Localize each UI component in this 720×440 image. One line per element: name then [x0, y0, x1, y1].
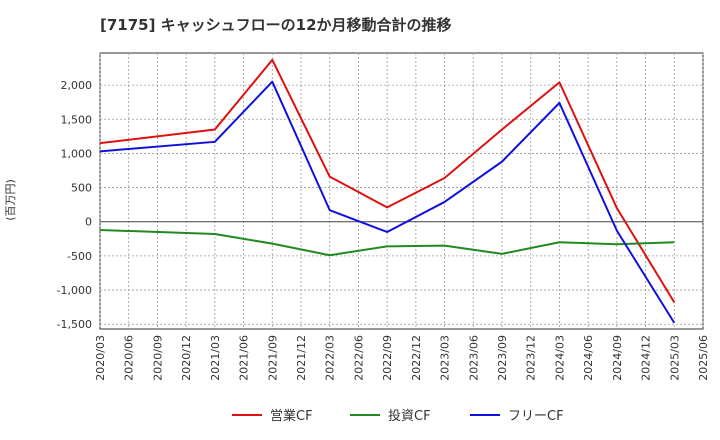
series-line	[99, 228, 675, 257]
legend: 営業CF 投資CF フリーCF	[232, 408, 564, 424]
x-tick-label: 2025/03	[668, 335, 681, 381]
x-tick-label: 2021/03	[209, 335, 222, 381]
y-tick-label: 1,000	[61, 147, 93, 160]
x-tick-label: 2021/06	[238, 335, 251, 381]
x-tick-label: 2025/06	[697, 335, 710, 381]
x-tick-label: 2022/03	[324, 335, 337, 381]
x-tick-label: 2023/06	[467, 335, 480, 381]
y-tick-label: 1,500	[61, 113, 93, 126]
legend-label: 投資CF	[388, 408, 431, 424]
plot-area	[99, 52, 704, 330]
legend-label: 営業CF	[270, 408, 313, 424]
x-tick-label: 2024/06	[582, 335, 595, 381]
series-layer	[99, 58, 676, 324]
y-tick-label: 2,000	[61, 79, 93, 92]
y-axis-label: (百万円)	[4, 179, 17, 221]
x-tick-label: 2020/12	[180, 335, 193, 381]
x-tick-label: 2022/09	[381, 335, 394, 381]
x-tick-label: 2023/09	[496, 335, 509, 381]
chart-title: [7175] キャッシュフローの12か月移動合計の推移	[100, 16, 452, 34]
x-tick-label: 2022/06	[352, 335, 365, 381]
y-tick-labels: 2,000 1,500 1,000 500 0 -500 -1,000 -1,500	[57, 79, 92, 331]
legend-label: フリーCF	[508, 409, 564, 424]
y-tick-label: -1,000	[57, 284, 92, 297]
x-tick-label: 2023/03	[439, 335, 452, 381]
x-tick-label: 2021/12	[295, 335, 308, 381]
x-tick-label: 2024/09	[611, 335, 624, 381]
x-tick-label: 2020/06	[123, 335, 136, 381]
y-tick-label: 0	[85, 216, 92, 229]
x-tick-label: 2020/09	[151, 335, 164, 381]
x-tick-label: 2024/12	[640, 335, 653, 381]
y-tick-label: 500	[71, 182, 92, 195]
series-line	[99, 80, 676, 324]
series-line	[99, 58, 676, 303]
x-tick-labels: 2020/03 2020/06 2020/09 2020/12 2021/03 2021/…	[94, 335, 710, 381]
y-tick-label: -1,500	[57, 318, 92, 331]
x-tick-label: 2020/03	[94, 335, 107, 381]
x-tick-label: 2021/09	[266, 335, 279, 381]
x-tick-label: 2023/12	[525, 335, 538, 381]
x-tick-label: 2022/12	[410, 335, 423, 381]
x-tick-label: 2024/03	[553, 335, 566, 381]
y-tick-label: -500	[67, 250, 92, 263]
